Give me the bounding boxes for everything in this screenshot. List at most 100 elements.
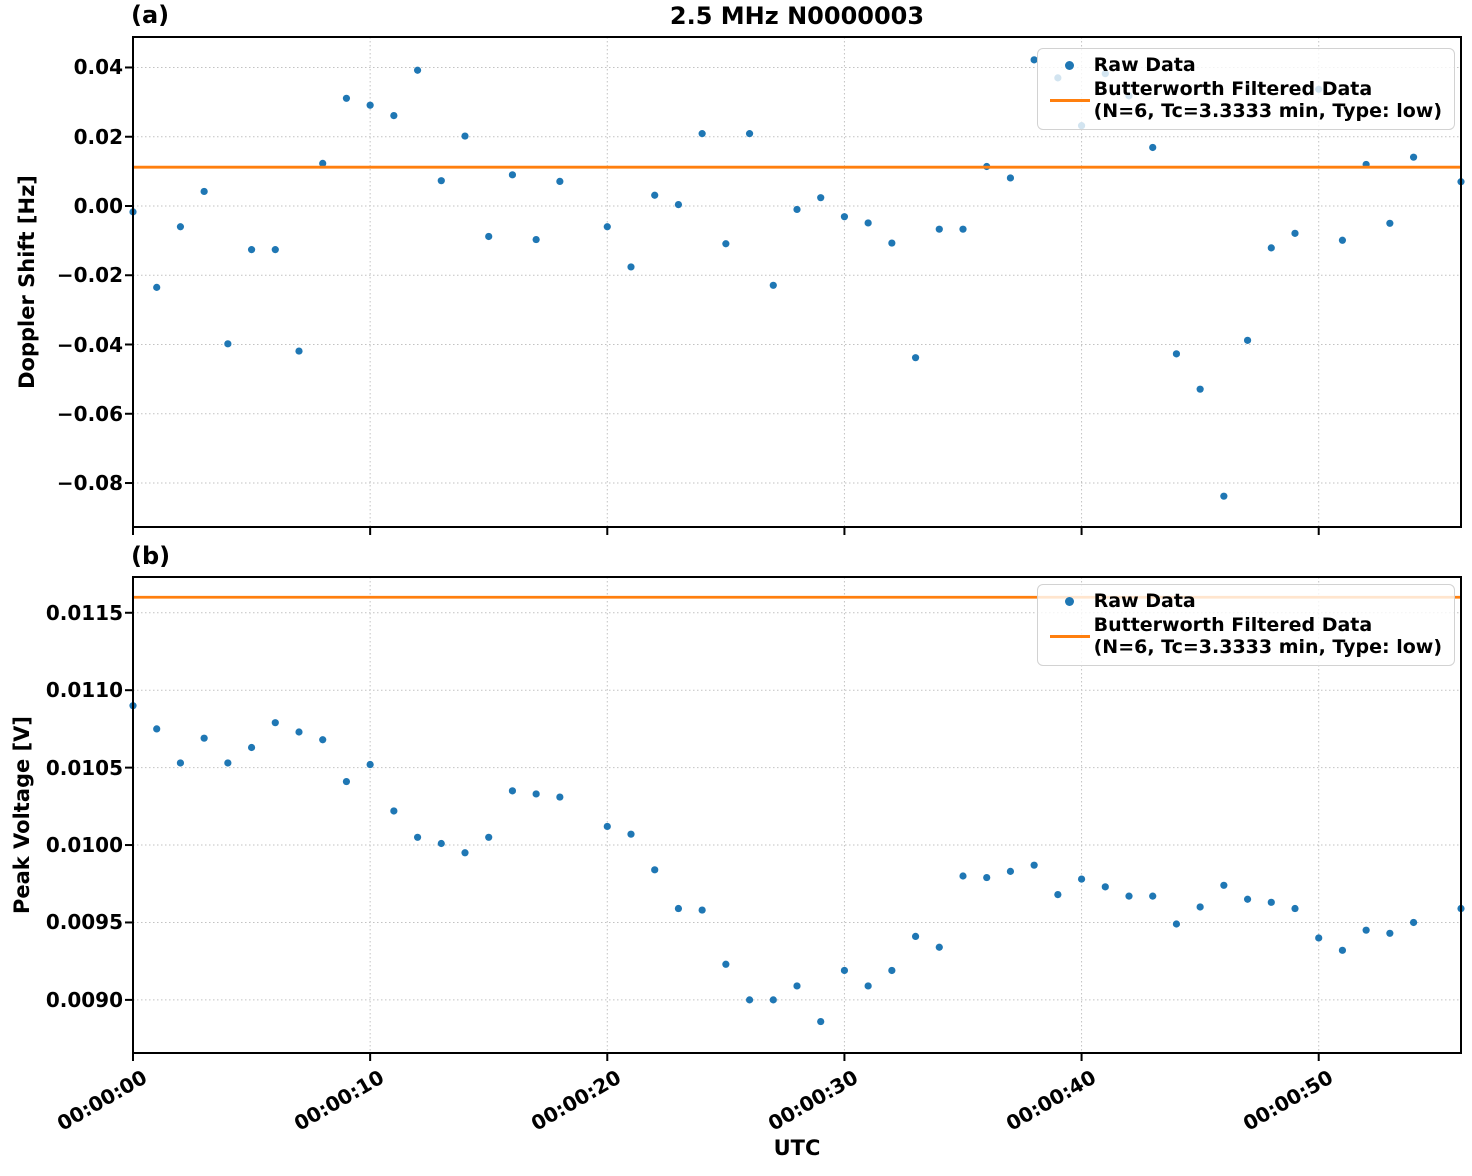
raw-data-point <box>319 736 327 744</box>
raw-data-point <box>959 872 967 880</box>
raw-data-point <box>1291 904 1299 913</box>
raw-data-marker-icon <box>1065 596 1075 606</box>
legend-filtered-label: Butterworth Filtered Data (N=6, Tc=3.333… <box>1094 78 1442 122</box>
raw-data-point <box>532 790 540 798</box>
raw-data-point <box>200 187 208 196</box>
raw-data-point <box>437 839 445 848</box>
legend-swatch <box>1046 60 1094 70</box>
raw-data-point <box>437 177 445 185</box>
raw-data-point <box>1030 861 1038 869</box>
raw-data-point <box>508 787 517 795</box>
raw-data-point <box>864 219 872 227</box>
raw-data-point <box>1196 385 1204 393</box>
raw-data-point <box>935 225 943 233</box>
raw-data-point <box>1386 219 1394 227</box>
raw-data-point <box>247 246 256 254</box>
legend-entry-filtered: Butterworth Filtered Data (N=6, Tc=3.333… <box>1046 614 1442 658</box>
legend-filtered-params: (N=6, Tc=3.3333 min, Type: low) <box>1093 636 1442 658</box>
raw-data-point <box>461 132 469 140</box>
y-axis-label-voltage: Peak Voltage [V] <box>10 715 34 915</box>
raw-data-point <box>793 982 801 990</box>
y-tick-label: 0.0095 <box>45 910 123 935</box>
raw-data-point <box>840 213 849 221</box>
raw-data-point <box>485 833 493 841</box>
raw-data-point <box>745 130 754 138</box>
raw-data-point <box>342 777 351 786</box>
raw-data-point <box>651 191 659 199</box>
raw-data-point <box>1054 890 1062 899</box>
raw-data-point <box>366 760 374 769</box>
legend-entry-raw: Raw Data <box>1046 54 1442 76</box>
y-tick-label: 0.04 <box>73 55 123 80</box>
legend-filtered-params: (N=6, Tc=3.3333 min, Type: low) <box>1093 100 1442 122</box>
raw-data-point <box>1409 918 1418 927</box>
legend-entry-raw: Raw Data <box>1046 590 1442 612</box>
raw-data-point <box>959 225 967 233</box>
panel-a-plot-area: Raw Data Butterworth Filtered Data (N=6,… <box>125 36 1465 535</box>
raw-data-point <box>840 966 849 975</box>
y-tick-label: 0.0110 <box>45 678 123 703</box>
raw-data-point <box>390 112 398 120</box>
raw-data-point <box>461 849 469 857</box>
x-tick-label: 00:00:00 <box>52 1065 151 1136</box>
y-tick-label: 0.0105 <box>45 755 123 780</box>
y-tick-label: 0.0090 <box>45 987 123 1012</box>
raw-data-point <box>295 728 303 736</box>
panel-b-label: (b) <box>131 542 171 570</box>
raw-data-point <box>769 281 777 289</box>
raw-data-point <box>769 996 777 1004</box>
raw-data-point <box>864 982 872 990</box>
legend-filtered-title: Butterworth Filtered Data <box>1093 78 1373 100</box>
panel-a-canvas <box>125 36 1465 535</box>
page-title: 2.5 MHz N0000003 <box>669 2 925 30</box>
raw-data-point <box>413 833 422 841</box>
raw-data-point <box>1172 350 1181 358</box>
raw-data-point <box>271 719 279 727</box>
raw-data-point <box>1315 934 1323 942</box>
legend-raw-label: Raw Data <box>1093 590 1196 612</box>
legend-a: Raw Data Butterworth Filtered Data (N=6,… <box>1036 48 1455 130</box>
raw-data-series <box>129 56 1465 500</box>
raw-data-point <box>1338 236 1347 244</box>
raw-data-point <box>1149 892 1157 900</box>
raw-data-point <box>1006 867 1015 875</box>
y-tick-label: −0.06 <box>56 401 123 426</box>
raw-data-point <box>556 793 564 801</box>
y-tick-label: 0.00 <box>73 193 123 218</box>
plot-spine <box>132 36 1462 528</box>
raw-data-point <box>224 759 232 767</box>
raw-data-series <box>129 702 1465 1026</box>
raw-data-point <box>1362 926 1370 934</box>
filtered-line-marker-icon <box>1049 634 1090 638</box>
raw-data-point <box>1409 153 1418 161</box>
raw-data-point <box>200 734 208 742</box>
raw-data-point <box>603 223 611 231</box>
raw-data-point <box>508 171 517 179</box>
raw-data-point <box>1220 492 1228 500</box>
raw-data-point <box>1243 895 1252 903</box>
raw-data-point <box>485 232 493 241</box>
panel-b-canvas <box>125 576 1465 1061</box>
raw-data-point <box>153 283 161 291</box>
raw-data-point <box>319 159 327 167</box>
raw-data-point <box>1077 875 1086 883</box>
raw-data-point <box>176 759 185 767</box>
raw-data-point <box>1172 920 1181 928</box>
legend-filtered-label: Butterworth Filtered Data (N=6, Tc=3.333… <box>1094 614 1442 658</box>
y-tick-label: 0.0100 <box>45 833 123 858</box>
legend-swatch <box>1046 596 1094 606</box>
raw-data-point <box>1386 929 1394 937</box>
y-tick-label: −0.02 <box>56 263 123 288</box>
raw-data-point <box>295 347 303 355</box>
raw-data-point <box>674 201 683 209</box>
raw-data-point <box>1220 881 1228 889</box>
raw-data-point <box>651 866 659 874</box>
raw-data-point <box>888 239 896 247</box>
raw-data-point <box>1243 336 1252 344</box>
legend-entry-filtered: Butterworth Filtered Data (N=6, Tc=3.333… <box>1046 78 1442 122</box>
panel-a-label: (a) <box>131 1 170 29</box>
raw-data-point <box>1267 898 1275 906</box>
raw-data-point <box>153 725 161 733</box>
raw-data-point <box>911 354 920 362</box>
